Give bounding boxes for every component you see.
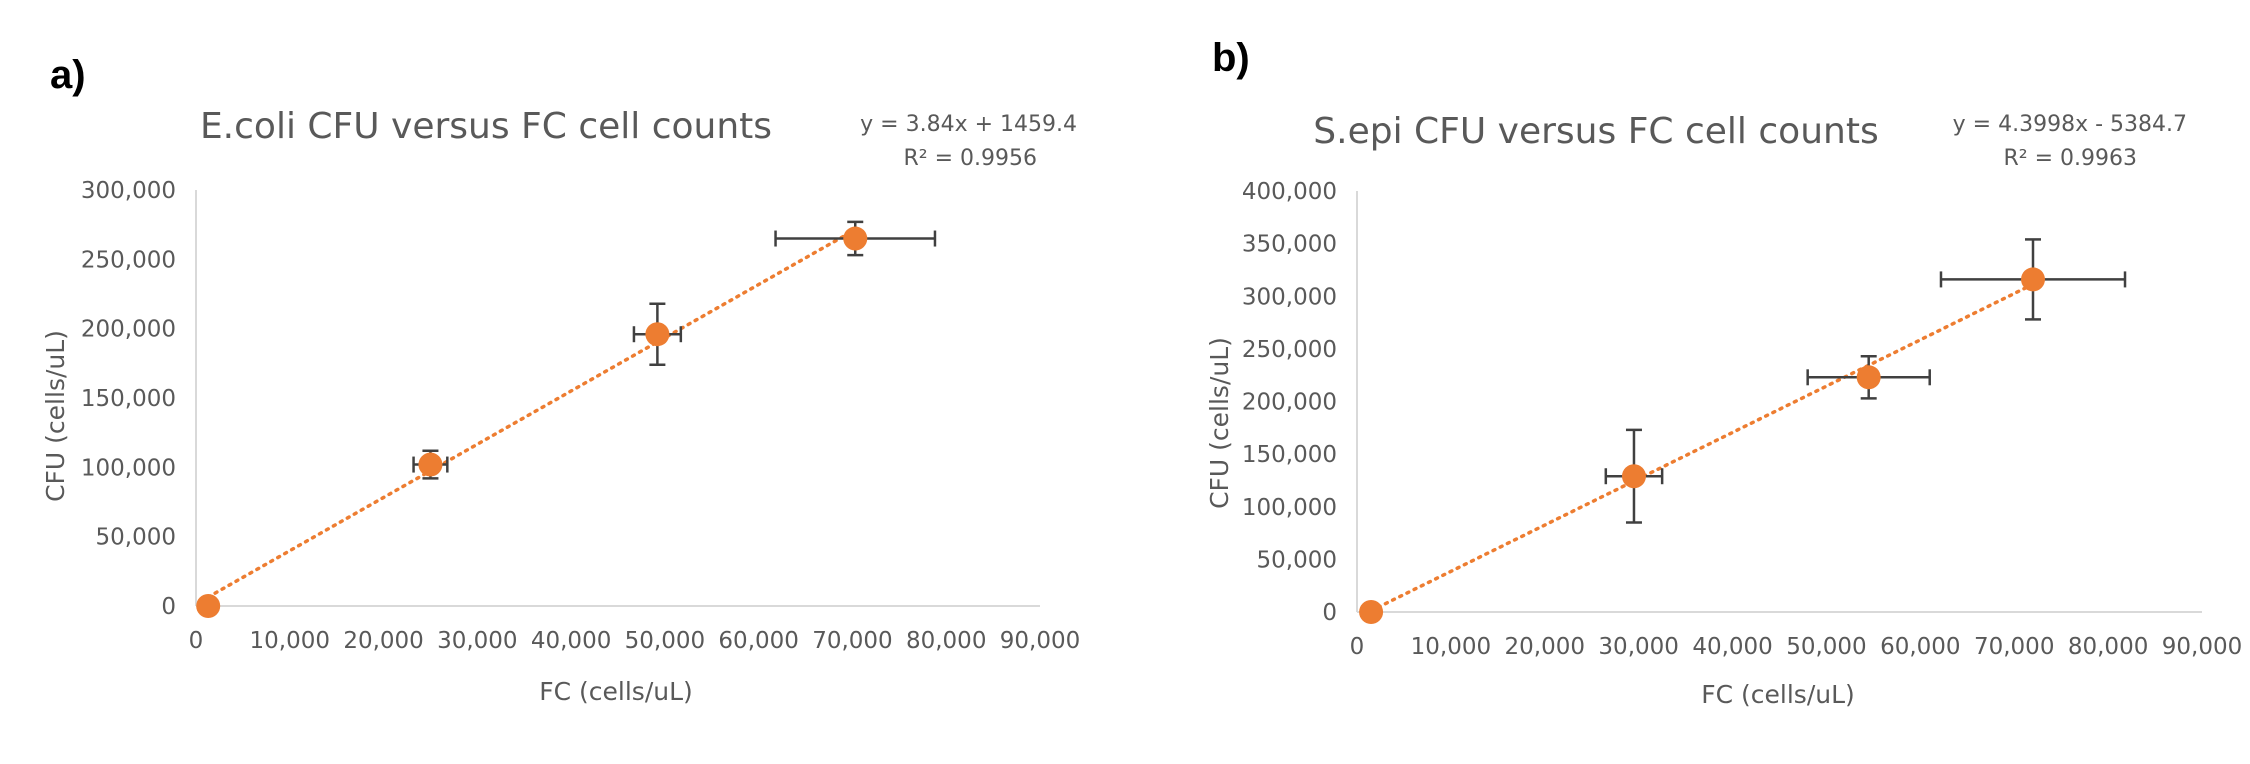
data-point-a	[645, 322, 670, 347]
x-tick-label-a: 70,000	[812, 628, 892, 654]
x-tick-label-b: 80,000	[2068, 634, 2148, 660]
y-tick-label-a: 0	[161, 594, 176, 620]
x-tick-label-b: 10,000	[1411, 634, 1491, 660]
x-tick-label-a: 30,000	[437, 628, 517, 654]
x-tick-label-a: 50,000	[625, 628, 705, 654]
data-point-a	[843, 226, 868, 251]
x-tick-label-a: 80,000	[906, 628, 986, 654]
panel-label-a: a)	[50, 53, 86, 97]
trendline-r2-a: R² = 0.9956	[903, 146, 1037, 171]
y-axis-label-a: CFU (cells/uL)	[41, 330, 70, 502]
x-tick-label-a: 0	[189, 628, 204, 654]
y-axis-label-b: CFU (cells/uL)	[1205, 337, 1234, 509]
y-tick-label-b: 0	[1322, 600, 1337, 626]
chart-panel-a: a) E.coli CFU versus FC cell counts y = …	[41, 53, 1080, 706]
plot-area-b: 0 50,000 100,000 150,000 200,000 250,000 300,0…	[1242, 179, 2242, 660]
plot-area-a: 0 50,000 100,000 150,000 200,000 250,000 300,0…	[81, 178, 1080, 654]
y-tick-label-a: 200,000	[81, 317, 176, 343]
x-tick-label-a: 10,000	[250, 628, 330, 654]
x-tick-label-b: 90,000	[2162, 634, 2242, 660]
data-point-b	[1359, 600, 1384, 624]
x-tick-label-b: 0	[1350, 634, 1365, 660]
y-tick-label-b: 350,000	[1242, 232, 1337, 258]
y-tick-label-b: 400,000	[1242, 179, 1337, 205]
x-tick-label-a: 60,000	[718, 628, 798, 654]
data-point-a	[418, 452, 443, 477]
x-axis-label-a: FC (cells/uL)	[539, 677, 693, 706]
trendline-equation-a: y = 3.84x + 1459.4	[860, 112, 1077, 137]
x-tick-label-b: 20,000	[1505, 634, 1585, 660]
trendline-r2-b: R² = 0.9963	[2003, 146, 2137, 171]
y-tick-label-b: 150,000	[1242, 442, 1337, 468]
trendline-b	[1369, 282, 2035, 613]
data-point-b	[1856, 365, 1881, 390]
x-tick-label-a: 20,000	[343, 628, 423, 654]
x-tick-label-b: 60,000	[1880, 634, 1960, 660]
x-tick-label-a: 90,000	[1000, 628, 1080, 654]
panel-label-b: b)	[1212, 36, 1250, 80]
y-tick-label-b: 200,000	[1242, 390, 1337, 416]
y-tick-label-a: 50,000	[96, 525, 176, 551]
y-tick-label-b: 50,000	[1257, 547, 1337, 573]
chart-title-a: E.coli CFU versus FC cell counts	[200, 106, 772, 147]
y-tick-label-a: 150,000	[81, 386, 176, 412]
x-tick-label-a: 40,000	[531, 628, 611, 654]
y-tick-label-a: 100,000	[81, 455, 176, 481]
y-tick-label-b: 100,000	[1242, 495, 1337, 521]
y-tick-label-a: 250,000	[81, 247, 176, 273]
chart-panel-b: b) S.epi CFU versus FC cell counts y = 4…	[1205, 36, 2242, 709]
x-tick-label-b: 30,000	[1598, 634, 1678, 660]
chart-title-b: S.epi CFU versus FC cell counts	[1313, 111, 1878, 152]
x-tick-label-b: 70,000	[1974, 634, 2054, 660]
y-tick-label-b: 300,000	[1242, 284, 1337, 310]
trendline-a	[206, 227, 858, 599]
x-axis-label-b: FC (cells/uL)	[1701, 680, 1855, 709]
data-point-b	[1621, 464, 1646, 489]
trendline-equation-b: y = 4.3998x - 5384.7	[1953, 112, 2187, 137]
data-point-b	[2021, 267, 2045, 292]
y-tick-label-a: 300,000	[81, 178, 176, 204]
y-tick-label-b: 250,000	[1242, 337, 1337, 363]
x-tick-label-b: 50,000	[1786, 634, 1866, 660]
data-point-a	[196, 594, 221, 618]
x-tick-label-b: 40,000	[1692, 634, 1772, 660]
